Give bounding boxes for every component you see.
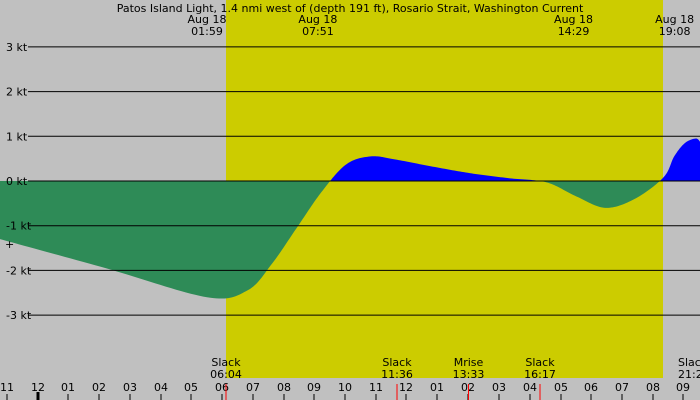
y-tick-label: -3 kt	[6, 309, 32, 322]
x-tick-label: 11	[0, 381, 14, 394]
top-date-label: Aug 18	[655, 13, 694, 26]
y-tick-label: 1 kt	[6, 130, 28, 143]
top-time-label: 07:51	[302, 25, 334, 38]
x-tick-label: 11	[369, 381, 383, 394]
current-area-layer	[0, 138, 700, 299]
x-axis-ticks: 1112010203040506070809101112010203040506…	[0, 381, 690, 400]
x-tick-label: 09	[676, 381, 690, 394]
event-time: 21:2	[678, 368, 700, 381]
event-time: 13:33	[453, 368, 485, 381]
y-tick-label: 2 kt	[6, 86, 28, 99]
x-tick-label: 02	[92, 381, 106, 394]
x-tick-label: 07	[615, 381, 629, 394]
top-date-label: Aug 18	[187, 13, 226, 26]
event-label: Slack	[382, 356, 412, 369]
gridlines-layer	[28, 46, 700, 316]
left-plus-marker: +	[5, 238, 14, 251]
x-tick-label: 07	[246, 381, 260, 394]
top-date-label: Aug 18	[554, 13, 593, 26]
x-tick-label: 08	[277, 381, 291, 394]
event-labels: Slack06:04Slack11:36Mrise13:33Slack16:17…	[210, 356, 700, 381]
x-tick-label: 01	[430, 381, 444, 394]
event-time: 16:17	[524, 368, 556, 381]
event-time: 06:04	[210, 368, 242, 381]
top-time-label: 14:29	[558, 25, 590, 38]
x-tick-label: 10	[338, 381, 352, 394]
y-tick-label: 3 kt	[6, 41, 28, 54]
chart-title: Patos Island Light, 1.4 nmi west of (dep…	[117, 2, 584, 15]
event-time: 11:36	[381, 368, 413, 381]
y-tick-label: 0 kt	[6, 175, 28, 188]
x-tick-label: 05	[554, 381, 568, 394]
event-label: Slack	[678, 356, 700, 369]
y-tick-labels: 3 kt 2 kt 1 kt 0 kt -1 kt -2 kt -3 kt	[6, 41, 32, 322]
x-tick-label: 04	[154, 381, 168, 394]
x-tick-label: 04	[523, 381, 537, 394]
event-label: Mrise	[454, 356, 484, 369]
flood-area	[0, 138, 700, 181]
x-tick-label: 06	[584, 381, 598, 394]
y-tick-label: -2 kt	[6, 264, 32, 277]
x-tick-label: 09	[307, 381, 321, 394]
x-tick-label: 03	[492, 381, 506, 394]
x-tick-label: 06	[215, 381, 229, 394]
y-tick-label: -1 kt	[6, 220, 32, 233]
ebb-area	[0, 181, 700, 299]
x-tick-label: 12	[399, 381, 413, 394]
event-label: Slack	[525, 356, 555, 369]
x-tick-label: 08	[646, 381, 660, 394]
event-label: Slack	[211, 356, 241, 369]
top-date-label: Aug 18	[298, 13, 337, 26]
top-time-label: 19:08	[659, 25, 691, 38]
x-tick-label: 03	[123, 381, 137, 394]
x-tick-label: 12	[31, 381, 45, 394]
top-time-label: 01:59	[191, 25, 223, 38]
x-tick-label: 01	[61, 381, 75, 394]
x-tick-label: 05	[184, 381, 198, 394]
